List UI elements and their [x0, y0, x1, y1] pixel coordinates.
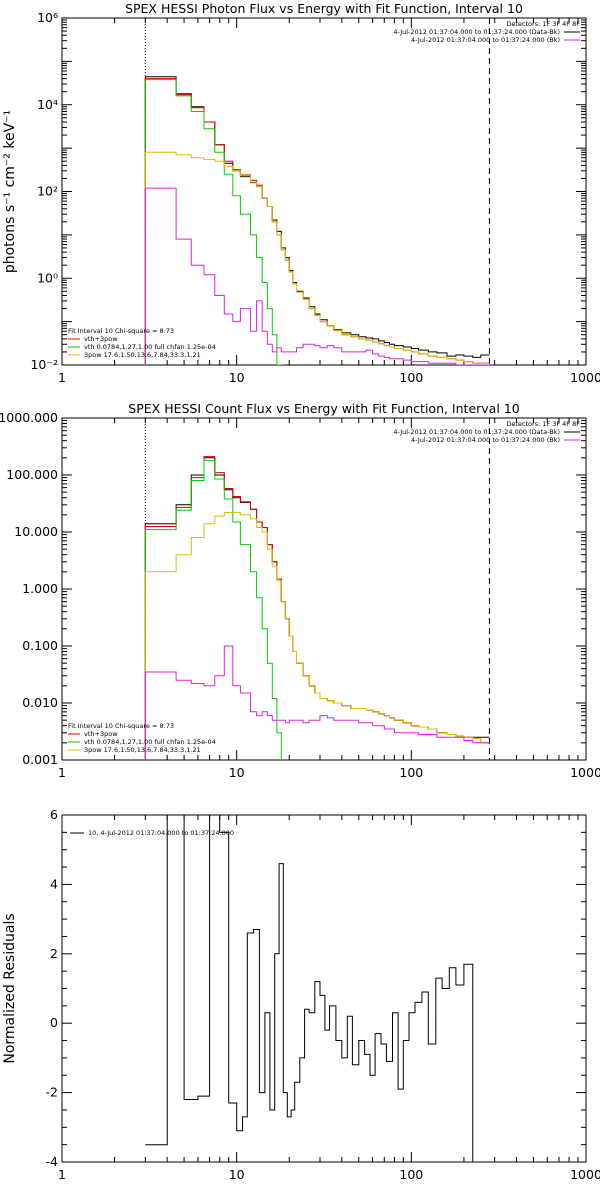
- legend-entry-label: vth+3pow: [84, 730, 118, 738]
- x-tick-label: 1000: [570, 765, 600, 780]
- series-line-bk: [144, 187, 490, 365]
- y-tick-label: 100.000: [6, 467, 58, 482]
- series-line-vth-3pow: [144, 456, 490, 760]
- x-tick-label: 10: [229, 1167, 245, 1182]
- y-tick-label: 0.010: [22, 695, 58, 710]
- x-axis: 1 10 100 1000: [58, 18, 600, 385]
- series-line-bk: [144, 645, 490, 760]
- chart-panel-2: SPEX HESSI Count Flux vs Energy with Fit…: [0, 401, 600, 780]
- y-tick-label: -2: [46, 1085, 58, 1100]
- legend-right: Detectors: 1F 3F 4F 8F4-Jul-2012 01:37:0…: [393, 420, 580, 444]
- legend-left: Fit Interval 10 Chi-square = 8.73vth+3po…: [68, 722, 216, 754]
- y-tick-label: 10⁴: [37, 97, 58, 112]
- y-tick-label: 0.001: [22, 752, 58, 767]
- chart-title: SPEX HESSI Photon Flux vs Energy with Fi…: [125, 1, 523, 16]
- y-axis: -4 -2 0 2 4 6: [46, 807, 586, 1169]
- legend-right: Detectors: 1F 3F 4F 8F4-Jul-2012 01:37:0…: [393, 20, 580, 44]
- x-tick-label: 1000: [570, 370, 600, 385]
- x-tick-label: 1: [58, 765, 66, 780]
- legend-header: Fit Interval 10 Chi-square = 8.73: [68, 327, 174, 335]
- y-tick-label: 0.100: [22, 638, 58, 653]
- legend-header: Fit Interval 10 Chi-square = 8.73: [68, 722, 174, 730]
- series-line-residuals: [145, 815, 490, 1162]
- plot-frame: [61, 417, 587, 761]
- y-axis: 0.001 0.010 0.100 1.000 10.000 100.000 1000.00…: [0, 410, 586, 767]
- legend-entry-label: 3pow 17.6,1.50,13.6,7.84,33.3,1.21: [84, 351, 201, 359]
- legend-entry-label: vth 0.0784,1.27,1.00 full chfan 1.25e-04: [84, 738, 216, 746]
- x-tick-label: 1: [58, 370, 66, 385]
- x-tick-label: 10: [229, 370, 245, 385]
- y-tick-label: 6: [50, 807, 58, 822]
- x-tick-label: 10: [229, 765, 245, 780]
- y-tick-label: 4: [50, 876, 58, 891]
- legend-left: Fit Interval 10 Chi-square = 8.73vth+3po…: [68, 327, 216, 359]
- series-line-3pow: [144, 512, 490, 760]
- legend-entry-label: 4-Jul-2012 01:37:04.000 to 01:37:24.000 …: [411, 36, 560, 44]
- series-line-vth: [144, 459, 282, 760]
- x-tick-label: 100: [399, 765, 423, 780]
- series-line-data-bk: [144, 457, 490, 760]
- x-tick-label: 1: [58, 1167, 66, 1182]
- legend-entry-label: 4-Jul-2012 01:37:04.000 to 01:37:24.000 …: [393, 28, 560, 36]
- series-line-3pow: [144, 151, 490, 365]
- series-line-vth: [144, 79, 282, 365]
- y-tick-label: 10⁻²: [30, 357, 58, 372]
- legend-entry-label: vth 0.0784,1.27,1.00 full chfan 1.25e-04: [84, 343, 216, 351]
- series-line-data-bk: [144, 76, 490, 365]
- y-tick-label: 1.000: [22, 581, 58, 596]
- x-axis: 1 10 100 1000: [58, 418, 600, 780]
- legend-header: Detectors: 1F 3F 4F 8F: [506, 20, 580, 28]
- y-tick-label: 1000.000: [0, 410, 58, 425]
- plot-frame: [61, 17, 587, 366]
- x-tick-label: 100: [399, 1167, 423, 1182]
- y-axis: 10⁻² 10⁰ 10² 10⁴ 10⁶: [30, 10, 586, 372]
- series-line-vth-3pow: [144, 78, 490, 365]
- series-group: [145, 815, 490, 1162]
- series-group: [144, 76, 490, 365]
- x-tick-label: 1000: [570, 1167, 600, 1182]
- legend-entry-label: vth+3pow: [84, 335, 118, 343]
- y-tick-label: 0: [50, 1015, 58, 1030]
- y-tick-label: 10²: [37, 184, 58, 199]
- y-tick-label: 2: [50, 946, 58, 961]
- plot-frame: [61, 814, 587, 1163]
- chart-title: SPEX HESSI Count Flux vs Energy with Fit…: [128, 401, 519, 416]
- legend-header: Detectors: 1F 3F 4F 8F: [506, 420, 580, 428]
- legend-entry-label: 10. 4-Jul-2012 01:37:04.000 to 01:37:24.…: [88, 829, 234, 837]
- legend-entry-label: 4-Jul-2012 01:37:04.000 to 01:37:24.000 …: [411, 436, 560, 444]
- y-tick-label: 10⁰: [37, 270, 58, 285]
- y-axis-label: photons s⁻¹ cm⁻² keV⁻¹: [2, 110, 18, 273]
- x-axis: 1 10 100 1000: [58, 815, 600, 1182]
- legend-left: 10. 4-Jul-2012 01:37:04.000 to 01:37:24.…: [70, 829, 234, 837]
- series-group: [144, 456, 490, 760]
- y-tick-label: 10⁶: [37, 10, 58, 25]
- y-axis-label: Normalized Residuals: [2, 913, 18, 1063]
- y-tick-label: -4: [46, 1154, 59, 1169]
- chart-panel-1: SPEX HESSI Photon Flux vs Energy with Fi…: [2, 1, 600, 385]
- y-tick-label: 10.000: [14, 524, 58, 539]
- x-tick-label: 100: [399, 370, 423, 385]
- legend-entry-label: 3pow 17.6,1.50,13.6,7.84,33.3,1.21: [84, 746, 201, 754]
- chart-panel-3: Normalized Residuals 1 10 100 1000 -4 -2 0 2 4 6 10…: [2, 807, 600, 1182]
- legend-entry-label: 4-Jul-2012 01:37:04.000 to 01:37:24.000 …: [393, 428, 560, 436]
